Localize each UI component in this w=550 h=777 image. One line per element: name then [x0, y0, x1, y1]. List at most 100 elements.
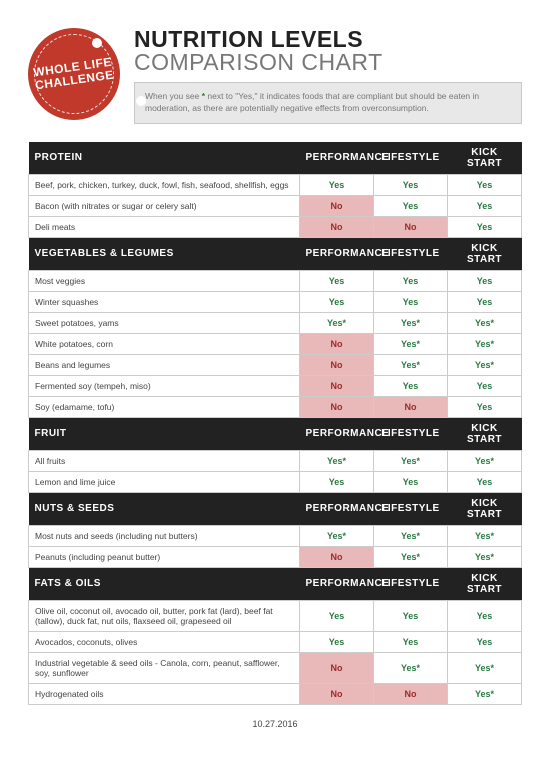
row-label: All fruits	[29, 450, 300, 471]
section-table: FRUITPERFORMANCELIFESTYLEKICK STARTAll f…	[28, 418, 522, 493]
value-cell: No	[300, 683, 374, 704]
row-label: Industrial vegetable & seed oils - Canol…	[29, 652, 300, 683]
value-cell: Yes	[374, 174, 448, 195]
row-label: Peanuts (including peanut butter)	[29, 546, 300, 567]
row-label: Most nuts and seeds (including nut butte…	[29, 525, 300, 546]
value-cell: No	[374, 683, 448, 704]
row-label: Most veggies	[29, 270, 300, 291]
section-table: FATS & OILSPERFORMANCELIFESTYLEKICK STAR…	[28, 568, 522, 705]
value-cell: Yes*	[374, 312, 448, 333]
column-header: LIFESTYLE	[374, 142, 448, 175]
section-header: FRUIT	[29, 418, 300, 451]
table-row: Winter squashesYesYesYes	[29, 291, 522, 312]
page-title: NUTRITION LEVELS COMPARISON CHART	[134, 28, 522, 74]
value-cell: Yes	[448, 291, 522, 312]
value-cell: Yes*	[374, 652, 448, 683]
value-cell: Yes	[300, 631, 374, 652]
value-cell: Yes*	[448, 354, 522, 375]
footer-date: 10.27.2016	[28, 719, 522, 729]
column-header: PERFORMANCE	[300, 568, 374, 601]
section-header: FATS & OILS	[29, 568, 300, 601]
value-cell: Yes	[374, 195, 448, 216]
value-cell: Yes*	[300, 450, 374, 471]
section-header: VEGETABLES & LEGUMES	[29, 238, 300, 271]
row-label: Beans and legumes	[29, 354, 300, 375]
table-row: Industrial vegetable & seed oils - Canol…	[29, 652, 522, 683]
table-row: Beans and legumesNoYes*Yes*	[29, 354, 522, 375]
column-header: LIFESTYLE	[374, 493, 448, 526]
row-label: Lemon and lime juice	[29, 471, 300, 492]
column-header: KICK START	[448, 238, 522, 271]
value-cell: Yes*	[448, 450, 522, 471]
value-cell: No	[300, 333, 374, 354]
value-cell: Yes*	[374, 354, 448, 375]
value-cell: No	[300, 375, 374, 396]
table-row: White potatoes, cornNoYes*Yes*	[29, 333, 522, 354]
table-row: Fermented soy (tempeh, miso)NoYesYes	[29, 375, 522, 396]
value-cell: No	[300, 195, 374, 216]
row-label: Winter squashes	[29, 291, 300, 312]
value-cell: No	[374, 396, 448, 417]
value-cell: Yes	[448, 174, 522, 195]
value-cell: Yes	[448, 631, 522, 652]
row-label: Olive oil, coconut oil, avocado oil, but…	[29, 600, 300, 631]
section-table: PROTEINPERFORMANCELIFESTYLEKICK STARTBee…	[28, 142, 522, 238]
value-cell: Yes*	[374, 525, 448, 546]
value-cell: Yes*	[374, 333, 448, 354]
value-cell: Yes	[374, 600, 448, 631]
value-cell: Yes	[300, 600, 374, 631]
value-cell: Yes	[448, 396, 522, 417]
column-header: KICK START	[448, 418, 522, 451]
table-row: Lemon and lime juiceYesYesYes	[29, 471, 522, 492]
table-row: Soy (edamame, tofu)NoNoYes	[29, 396, 522, 417]
row-label: Deli meats	[29, 216, 300, 237]
row-label: Beef, pork, chicken, turkey, duck, fowl,…	[29, 174, 300, 195]
column-header: PERFORMANCE	[300, 418, 374, 451]
row-label: White potatoes, corn	[29, 333, 300, 354]
column-header: PERFORMANCE	[300, 493, 374, 526]
row-label: Avocados, coconuts, olives	[29, 631, 300, 652]
column-header: PERFORMANCE	[300, 238, 374, 271]
header: WHOLE LIFE CHALLENGE NUTRITION LEVELS CO…	[28, 28, 522, 124]
title-light: COMPARISON CHART	[134, 49, 383, 75]
value-cell: Yes*	[448, 333, 522, 354]
row-label: Bacon (with nitrates or sugar or celery …	[29, 195, 300, 216]
comparison-table: PROTEINPERFORMANCELIFESTYLEKICK STARTBee…	[28, 142, 522, 705]
value-cell: Yes	[300, 291, 374, 312]
note-pre: When you see	[145, 91, 202, 101]
value-cell: Yes	[300, 174, 374, 195]
row-label: Fermented soy (tempeh, miso)	[29, 375, 300, 396]
column-header: PERFORMANCE	[300, 142, 374, 175]
table-row: Olive oil, coconut oil, avocado oil, but…	[29, 600, 522, 631]
table-row: Peanuts (including peanut butter)NoYes*Y…	[29, 546, 522, 567]
row-label: Sweet potatoes, yams	[29, 312, 300, 333]
value-cell: Yes	[448, 270, 522, 291]
value-cell: Yes*	[300, 312, 374, 333]
row-label: Hydrogenated oils	[29, 683, 300, 704]
column-header: KICK START	[448, 568, 522, 601]
column-header: KICK START	[448, 142, 522, 175]
value-cell: Yes	[300, 270, 374, 291]
table-row: Most veggiesYesYesYes	[29, 270, 522, 291]
value-cell: Yes	[448, 216, 522, 237]
value-cell: Yes*	[374, 546, 448, 567]
logo-badge: WHOLE LIFE CHALLENGE	[28, 28, 120, 120]
note-box: When you see * next to "Yes," it indicat…	[134, 82, 522, 124]
value-cell: Yes*	[448, 546, 522, 567]
column-header: KICK START	[448, 493, 522, 526]
table-row: All fruitsYes*Yes*Yes*	[29, 450, 522, 471]
section-table: NUTS & SEEDSPERFORMANCELIFESTYLEKICK STA…	[28, 493, 522, 568]
row-label: Soy (edamame, tofu)	[29, 396, 300, 417]
value-cell: Yes	[374, 375, 448, 396]
value-cell: No	[300, 546, 374, 567]
value-cell: Yes	[448, 195, 522, 216]
value-cell: Yes	[448, 600, 522, 631]
table-row: Most nuts and seeds (including nut butte…	[29, 525, 522, 546]
column-header: LIFESTYLE	[374, 238, 448, 271]
value-cell: Yes	[374, 270, 448, 291]
value-cell: Yes*	[300, 525, 374, 546]
value-cell: No	[300, 216, 374, 237]
value-cell: Yes*	[448, 525, 522, 546]
table-row: Avocados, coconuts, olivesYesYesYes	[29, 631, 522, 652]
value-cell: Yes	[374, 471, 448, 492]
